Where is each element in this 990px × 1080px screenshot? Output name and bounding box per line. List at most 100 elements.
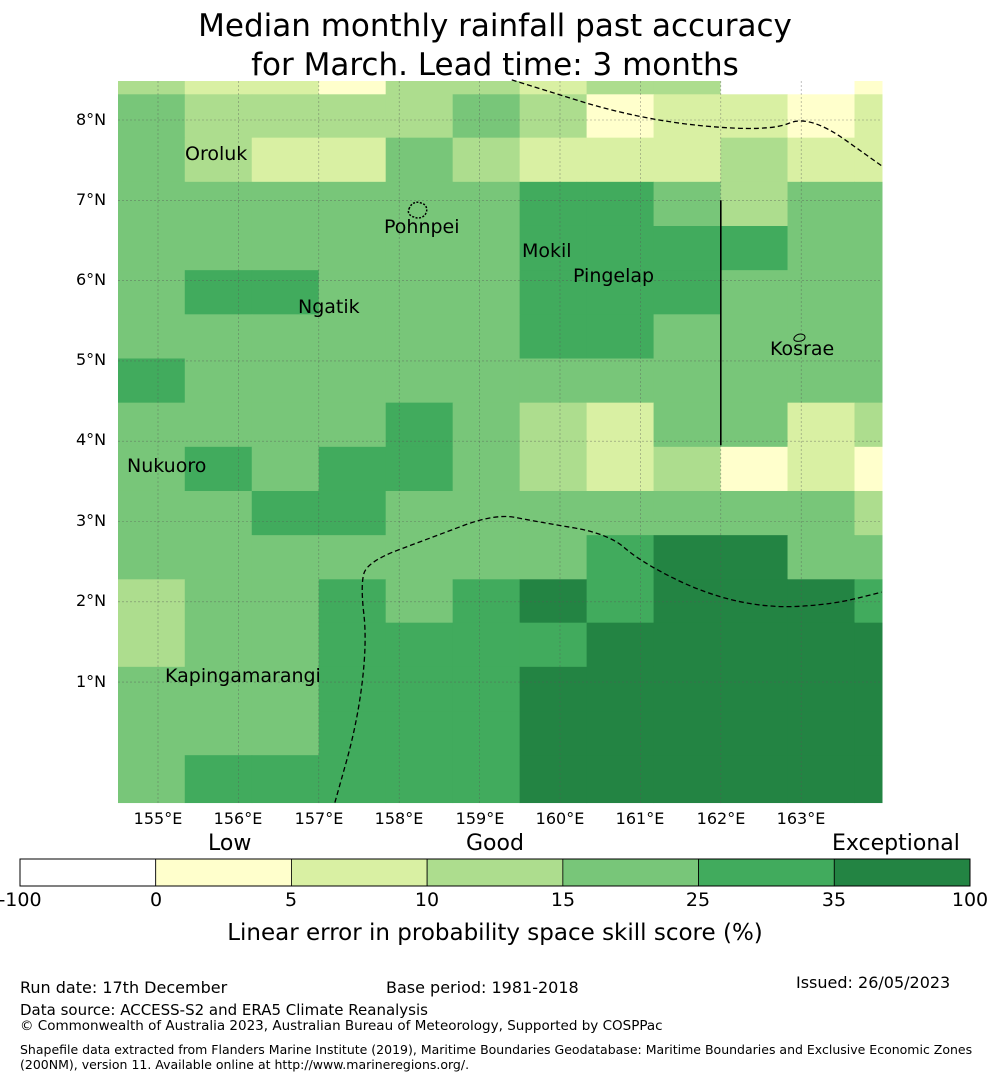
grid-cell [519,137,588,183]
lat-tick-label: 1°N [76,672,107,691]
grid-cell [452,81,521,95]
grid-cell [787,137,856,183]
grid-cell [184,535,253,580]
grid-cell [251,81,320,95]
grid-cell [118,225,186,271]
grid-cell [251,181,320,227]
grid-cell [452,181,521,227]
grid-cell [318,270,387,315]
grid-cell [653,358,722,404]
grid-cell [118,579,186,624]
grid-cell [385,314,454,359]
grid-cell [519,711,588,756]
grid-cell [118,181,186,227]
copyright-notice: © Commonwealth of Australia 2023, Austra… [20,1018,663,1034]
grid-cell [653,446,722,492]
grid-cell [519,579,588,624]
grid-cell [318,622,387,668]
colorbar-tick-label: 5 [284,889,298,911]
skill-grid [118,81,883,804]
grid-cell [586,81,655,95]
grid-cell [184,81,253,95]
grid-cell [452,137,521,183]
grid-cell [385,711,454,756]
grid-cell [385,225,454,271]
grid-cell [787,225,856,271]
grid-cell [385,94,454,139]
grid-cell [251,137,320,183]
grid-cell [452,94,521,139]
grid-cell [318,81,387,95]
grid-cell [720,81,789,95]
grid-cell [318,490,387,536]
grid-cell [653,666,722,712]
colorbar-segment [833,858,971,887]
grid-cell [452,622,521,668]
grid-cell [519,358,588,404]
grid-cell [519,81,588,95]
grid-cell [586,314,655,359]
lon-tick-label: 155°E [133,809,183,828]
grid-cell [118,94,186,139]
place-label-pingelap: Pingelap [573,265,655,287]
legend-good-label: Good [466,831,524,856]
chart-title-line-2: for March. Lead time: 3 months [251,47,739,83]
grid-cell [586,358,655,404]
grid-cell [318,755,387,804]
grid-cell [251,711,320,756]
grid-cell [452,314,521,359]
grid-cell [385,666,454,712]
grid-cell [519,181,588,227]
grid-cell [452,579,521,624]
grid-cell [251,666,320,712]
legend-exceptional-label: Exceptional [832,831,960,856]
grid-cell [118,446,186,492]
grid-cell [787,270,856,315]
colorbar-tick-label: 100 [951,889,989,911]
grid-cell [184,446,253,492]
grid-cell [318,666,387,712]
grid-cell [251,622,320,668]
place-label-pohnpei: Pohnpei [384,216,460,238]
grid-cell [118,358,186,404]
grid-cell [720,666,789,712]
island-outlines [407,201,806,342]
grid-cell [385,490,454,536]
grid-cell [118,270,186,315]
grid-cell [586,94,655,139]
grid-cell [854,711,883,756]
base-period: Base period: 1981-2018 [386,978,579,997]
grid-cell [519,666,588,712]
grid-cell [586,755,655,804]
grid-cell [519,270,588,315]
grid-cell [653,94,722,139]
grid-cell [118,622,186,668]
grid-cell [184,579,253,624]
grid-cell [184,490,253,536]
grid-cell [653,137,722,183]
grid-cell [184,622,253,668]
grid-cell [720,402,789,448]
place-label-ngatik: Ngatik [298,296,360,318]
grid-cell [519,446,588,492]
grid-cell [184,666,253,712]
grid-cell [184,314,253,359]
grid-cell [854,402,883,448]
grid-cell [318,446,387,492]
grid-cell [251,446,320,492]
grid-cell [385,270,454,315]
grid-cell [854,314,883,359]
grid-cell [385,358,454,404]
grid-cell [452,755,521,804]
grid-cell [586,711,655,756]
grid-cell [720,579,789,624]
grid-cell [452,666,521,712]
grid-cell [586,137,655,183]
grid-cell [519,402,588,448]
grid-cell [118,402,186,448]
grid-cell [184,270,253,315]
grid-cell [452,225,521,271]
grid-cell [385,137,454,183]
eez-dashed-boundary [334,515,882,803]
